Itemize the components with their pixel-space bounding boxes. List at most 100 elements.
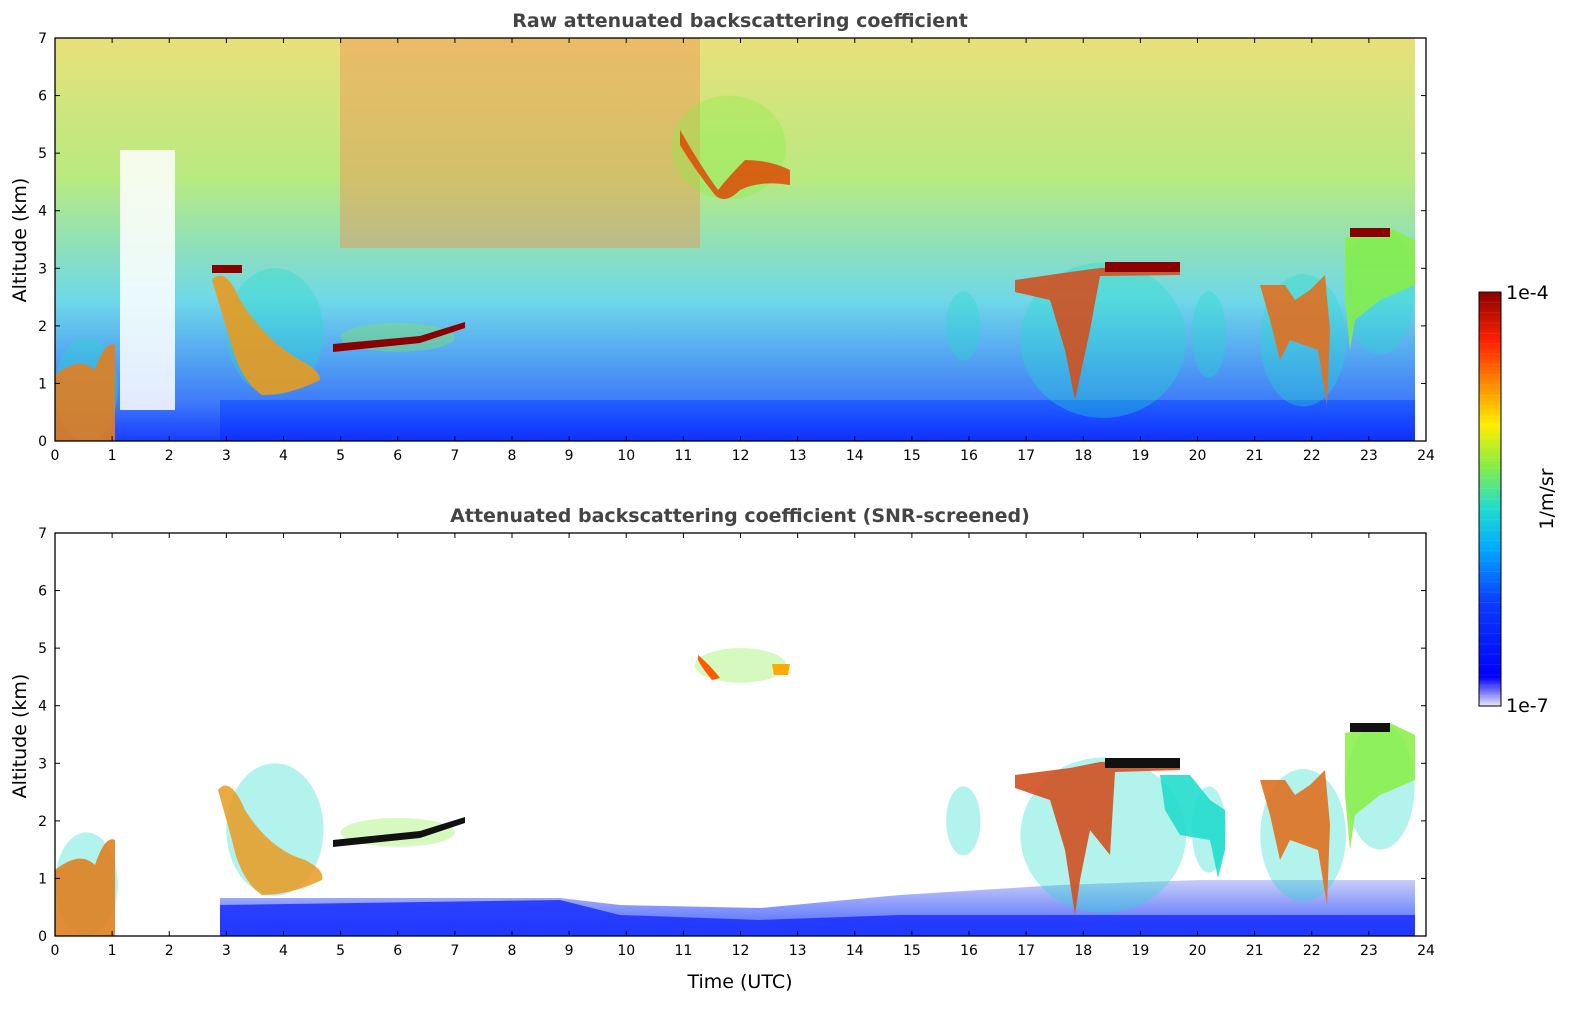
y-tick-label: 1 bbox=[38, 376, 47, 392]
x-tick-label: 23 bbox=[1360, 943, 1378, 959]
x-tick-label: 16 bbox=[960, 448, 978, 464]
x-tick-label: 13 bbox=[789, 448, 807, 464]
feature-region bbox=[694, 648, 787, 683]
y-tick-label: 4 bbox=[38, 204, 47, 220]
panel-1-title: Raw attenuated backscattering coefficien… bbox=[512, 10, 968, 32]
cirrus-2 bbox=[698, 655, 720, 680]
clouds-17-20h-2 bbox=[1015, 760, 1180, 915]
x-tick-label: 15 bbox=[903, 943, 921, 959]
x-tick-label: 0 bbox=[51, 448, 60, 464]
cloud-layer-5-7h-2 bbox=[333, 817, 465, 847]
x-tick-label: 11 bbox=[674, 943, 692, 959]
aerosol-plume bbox=[212, 275, 320, 395]
colorbar-gradient bbox=[1478, 291, 1502, 707]
x-tick-label: 12 bbox=[732, 448, 750, 464]
x-tick-label: 6 bbox=[393, 943, 402, 959]
y-tick-label: 1 bbox=[38, 871, 47, 887]
x-tick-label: 6 bbox=[393, 448, 402, 464]
x-tick-label: 20 bbox=[1189, 448, 1207, 464]
x-tick-label: 10 bbox=[617, 448, 635, 464]
panel-1-heatmap bbox=[55, 38, 1415, 441]
x-tick-label: 12 bbox=[732, 943, 750, 959]
x-tick-label: 4 bbox=[279, 943, 288, 959]
cloud-top-19h-2 bbox=[1105, 758, 1180, 768]
clouds-21-22h bbox=[1260, 275, 1330, 405]
x-tick-label: 7 bbox=[450, 943, 459, 959]
aerosol-layer-morning bbox=[55, 344, 115, 441]
boundary-layer-dense bbox=[220, 900, 1415, 936]
y-tick-label: 6 bbox=[38, 89, 47, 105]
x-tick-label: 11 bbox=[674, 448, 692, 464]
clouds-17-20h bbox=[1015, 265, 1180, 400]
colorbar-bands bbox=[1479, 291, 1501, 697]
cloud-layer-5-7h bbox=[333, 322, 465, 352]
x-tick-label: 8 bbox=[508, 448, 517, 464]
colorbar-max-label: 1e-4 bbox=[1506, 282, 1549, 304]
clouds-21-22h-2 bbox=[1260, 770, 1330, 905]
panel-raw: Raw attenuated backscattering coefficien… bbox=[9, 10, 1435, 464]
y-tick-label: 5 bbox=[38, 641, 47, 657]
panel-screened: Attenuated backscattering coefficient (S… bbox=[9, 505, 1435, 993]
cirrus-11-13h bbox=[680, 130, 790, 199]
x-tick-label: 21 bbox=[1246, 448, 1264, 464]
panel-2-heatmap bbox=[55, 533, 1426, 936]
y-tick-label: 7 bbox=[38, 31, 47, 47]
y-tick-label: 7 bbox=[38, 526, 47, 542]
x-tick-label: 9 bbox=[565, 943, 574, 959]
x-tick-label: 23 bbox=[1360, 448, 1378, 464]
cirrus-2b bbox=[772, 664, 790, 675]
x-tick-label: 14 bbox=[846, 448, 864, 464]
panel-1-yticks: 0 1 2 3 4 5 6 7 bbox=[38, 31, 1426, 450]
panel-2-ylabel: Altitude (km) bbox=[9, 674, 31, 799]
x-tick-label: 18 bbox=[1074, 448, 1092, 464]
x-tick-label: 22 bbox=[1303, 448, 1321, 464]
clouds-23h bbox=[1345, 228, 1415, 350]
x-tick-label: 19 bbox=[1131, 943, 1149, 959]
x-tick-label: 7 bbox=[450, 448, 459, 464]
x-tick-label: 10 bbox=[617, 943, 635, 959]
x-tick-label: 9 bbox=[565, 448, 574, 464]
aerosol-layer-morning-2 bbox=[55, 839, 115, 936]
cloud-top-23h bbox=[1350, 228, 1390, 237]
x-tick-label: 2 bbox=[165, 943, 174, 959]
x-tick-label: 1 bbox=[108, 943, 117, 959]
x-tick-label: 19 bbox=[1131, 448, 1149, 464]
x-tick-label: 22 bbox=[1303, 943, 1321, 959]
panel-2-title: Attenuated backscattering coefficient (S… bbox=[450, 505, 1030, 527]
x-tick-label: 3 bbox=[222, 943, 231, 959]
x-tick-label: 20 bbox=[1189, 943, 1207, 959]
y-tick-label: 2 bbox=[38, 319, 47, 335]
x-tick-label: 21 bbox=[1246, 943, 1264, 959]
cloud-top-3h bbox=[212, 265, 242, 273]
boundary-layer bbox=[220, 400, 1415, 441]
clouds-20h-2 bbox=[1160, 775, 1225, 878]
x-tick-label: 17 bbox=[1017, 448, 1035, 464]
x-tick-label: 24 bbox=[1417, 943, 1435, 959]
panel-2-xticks: 0 1 2 3 4 5 6 7 8 9 10 11 12 13 14 15 16 17 18 19 20 21 22 23 24 bbox=[51, 533, 1435, 959]
x-tick-label: 14 bbox=[846, 943, 864, 959]
y-tick-label: 4 bbox=[38, 699, 47, 715]
y-tick-label: 6 bbox=[38, 584, 47, 600]
y-tick-label: 3 bbox=[38, 261, 47, 277]
colorbar: 1e-4 1e-7 1/m/sr bbox=[1478, 282, 1558, 717]
panel-2-yticks: 0 1 2 3 4 5 6 7 bbox=[38, 526, 1426, 945]
y-tick-label: 5 bbox=[38, 146, 47, 162]
noise-upper-red bbox=[340, 38, 700, 248]
cloud-top-19h bbox=[1105, 262, 1180, 272]
clouds-23h-2 bbox=[1345, 723, 1415, 850]
panel-2-xlabel: Time (UTC) bbox=[686, 971, 792, 993]
x-tick-label: 2 bbox=[165, 448, 174, 464]
x-tick-label: 16 bbox=[960, 943, 978, 959]
x-tick-label: 5 bbox=[336, 448, 345, 464]
feature-region bbox=[1191, 291, 1227, 378]
x-tick-label: 1 bbox=[108, 448, 117, 464]
cloud-top-23h-2 bbox=[1350, 723, 1390, 732]
x-tick-label: 18 bbox=[1074, 943, 1092, 959]
y-tick-label: 2 bbox=[38, 814, 47, 830]
y-tick-label: 0 bbox=[38, 434, 47, 450]
x-tick-label: 8 bbox=[508, 943, 517, 959]
x-tick-label: 15 bbox=[903, 448, 921, 464]
colorbar-min-label: 1e-7 bbox=[1506, 695, 1549, 717]
feature-region bbox=[946, 291, 981, 361]
x-tick-label: 17 bbox=[1017, 943, 1035, 959]
